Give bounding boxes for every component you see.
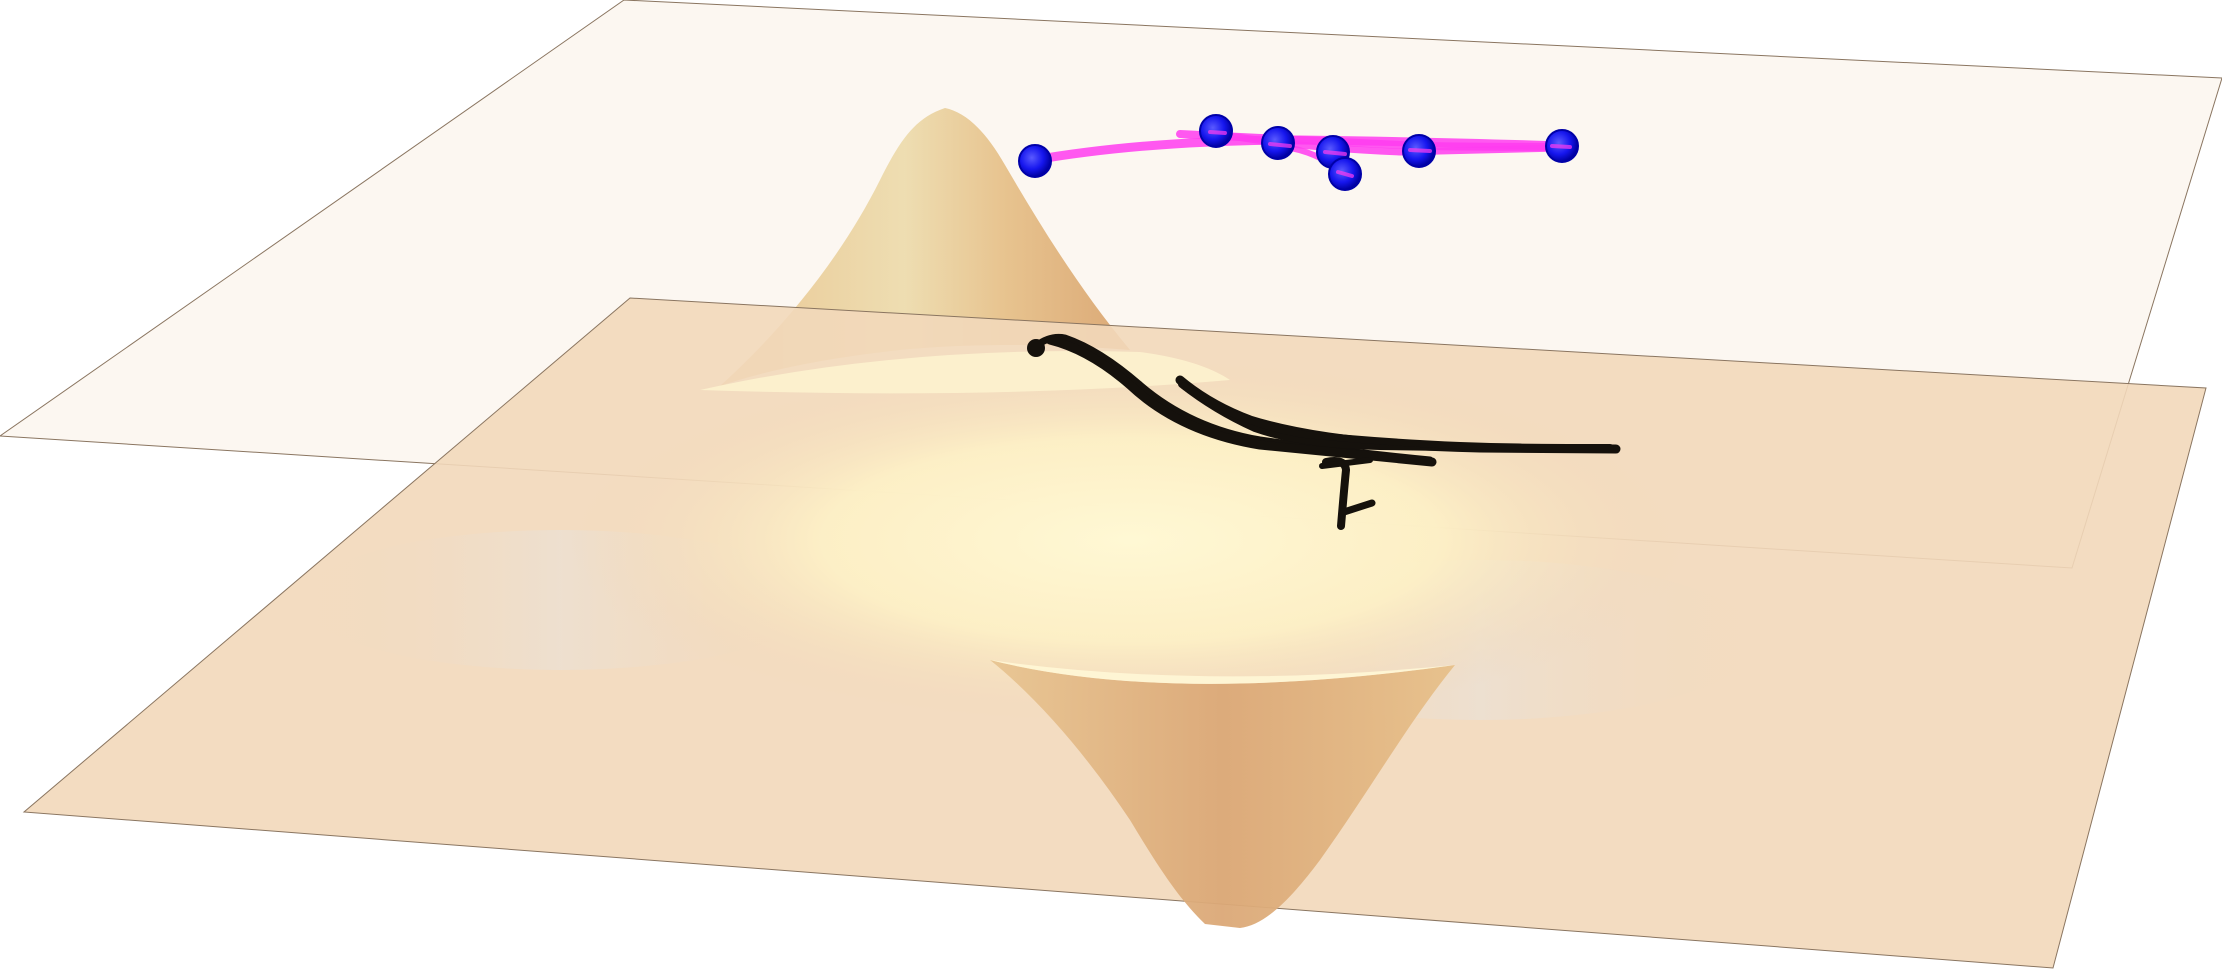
black-trajectory-branch [1319, 457, 1373, 469]
surface-valley [990, 660, 1455, 928]
surface-valley-rim [990, 660, 1455, 684]
sphere-trail [1336, 170, 1354, 178]
black-trajectory-5 [1180, 382, 1524, 451]
black-trajectory-hook [1322, 457, 1350, 530]
dot-marker-icon [1027, 339, 1045, 357]
sphere-trail [1323, 150, 1347, 156]
sphere-markers [1018, 114, 1579, 191]
black-trajectory-tick [1340, 499, 1376, 516]
sphere-trail [1268, 142, 1292, 148]
sphere-trail [1550, 144, 1572, 149]
sphere-trail [1408, 148, 1432, 153]
surface-center-glow [570, 355, 1690, 725]
black-trajectories [1032, 333, 1621, 530]
sphere-marker-icon [1018, 144, 1052, 178]
sphere-trail [1208, 130, 1227, 135]
black-trajectory-2 [1045, 335, 1437, 467]
sphere-inner-trails [1208, 130, 1572, 178]
